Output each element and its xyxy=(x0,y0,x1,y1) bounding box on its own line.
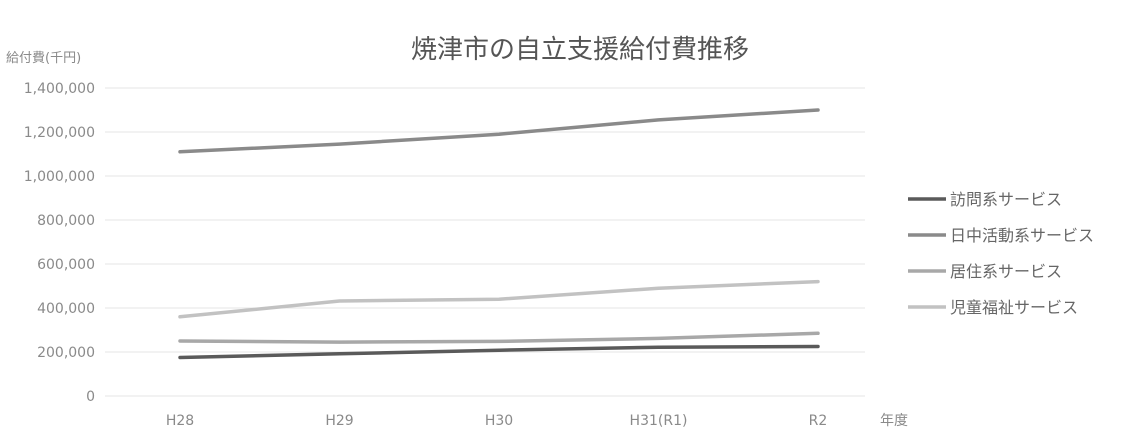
chart-title: 焼津市の自立支援給付費推移 xyxy=(411,35,749,65)
y-tick-label: 0 xyxy=(86,389,95,405)
y-tick-label: 200,000 xyxy=(37,345,95,361)
y-tick-label: 1,400,000 xyxy=(24,81,95,97)
y-tick-label: 800,000 xyxy=(37,213,95,229)
x-axis-ticks: H28 H29 H30 H31(R1) R2 xyxy=(166,413,827,429)
legend-label: 日中活動系サービス xyxy=(950,226,1094,245)
x-tick-label: H30 xyxy=(485,413,513,429)
y-tick-label: 400,000 xyxy=(37,301,95,317)
legend-label: 居住系サービス xyxy=(950,262,1062,281)
series-line-1 xyxy=(178,344,820,360)
x-axis-label: 年度 xyxy=(880,413,908,429)
x-tick-label: H31(R1) xyxy=(630,413,688,429)
y-tick-label: 600,000 xyxy=(37,257,95,273)
y-axis-label: 給付費(千円) xyxy=(6,51,81,66)
series-lines xyxy=(178,108,820,360)
y-tick-label: 1,000,000 xyxy=(24,169,95,185)
x-tick-label: H29 xyxy=(325,413,353,429)
y-axis-ticks: 0 200,000 400,000 600,000 800,000 1,000,000 1,… xyxy=(24,81,95,405)
legend-label: 児童福祉サービス xyxy=(950,298,1078,317)
legend-label: 訪問系サービス xyxy=(950,190,1062,209)
gridlines xyxy=(105,87,865,397)
series-line-3 xyxy=(178,331,820,344)
x-tick-label: H28 xyxy=(166,413,194,429)
y-tick-label: 1,200,000 xyxy=(24,125,95,141)
x-tick-label: R2 xyxy=(809,413,828,429)
series-line-2 xyxy=(178,108,820,154)
